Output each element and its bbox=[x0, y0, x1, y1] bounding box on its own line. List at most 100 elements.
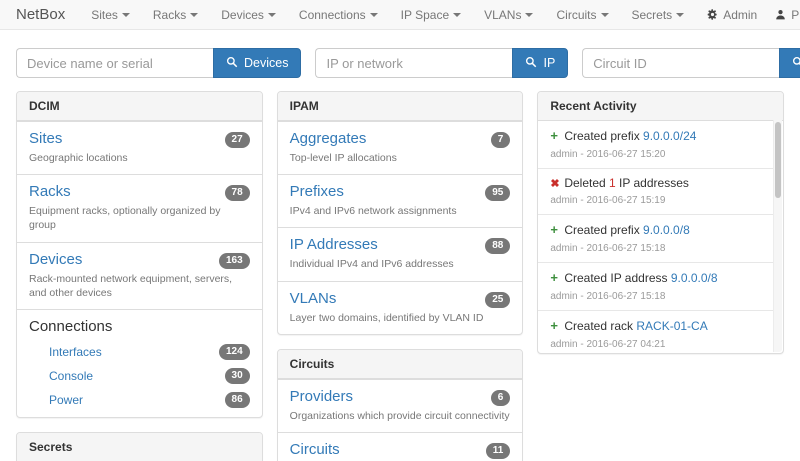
admin-label: Admin bbox=[723, 7, 758, 22]
device-search-input[interactable] bbox=[16, 48, 213, 78]
admin-link[interactable]: Admin bbox=[707, 8, 757, 22]
activity-list: + Created prefix 9.0.0.0/24 admin - 2016-… bbox=[538, 121, 773, 353]
list-item-devices[interactable]: 163 Devices Rack-mounted network equipme… bbox=[17, 241, 262, 309]
circuit-search-button[interactable]: Circuits bbox=[779, 48, 800, 78]
list-item-circuits[interactable]: 11 Circuits Communication links for Inte… bbox=[277, 431, 523, 461]
sites-description: Geographic locations bbox=[29, 152, 128, 164]
nav-connections[interactable]: Connections bbox=[299, 8, 378, 22]
plus-icon: + bbox=[550, 318, 558, 334]
devices-link[interactable]: Devices bbox=[29, 250, 83, 268]
nav-ip-space[interactable]: IP Space bbox=[400, 7, 462, 22]
activity-text: Created prefix bbox=[564, 223, 644, 238]
activity-meta: admin - 2016-06-27 15:20 bbox=[550, 148, 666, 160]
chevron-down-icon bbox=[525, 13, 534, 17]
device-search-group: Devices bbox=[16, 48, 302, 78]
vlans-count-badge: 25 bbox=[485, 291, 511, 308]
nav-vlans-label: VLANs bbox=[484, 7, 522, 22]
vlans-link[interactable]: VLANs bbox=[289, 289, 337, 307]
providers-link[interactable]: Providers bbox=[289, 387, 354, 405]
activity-text: Created prefix bbox=[564, 129, 644, 143]
activity-text: Created IP address bbox=[564, 271, 671, 286]
console-link[interactable]: Console bbox=[49, 368, 94, 383]
activity-scrollbar[interactable] bbox=[773, 120, 782, 352]
activity-link[interactable]: 9.0.0.0/8 bbox=[643, 223, 690, 238]
circuit-search-input[interactable] bbox=[582, 48, 780, 78]
list-item-ip-addresses[interactable]: 88 IP Addresses Individual IPv4 and IPv6… bbox=[277, 227, 523, 280]
list-item-prefixes[interactable]: 95 Prefixes IPv4 and IPv6 network assign… bbox=[277, 174, 523, 227]
nav-devices-label: Devices bbox=[221, 7, 264, 22]
ip-search-group: IP bbox=[315, 48, 569, 78]
devices-count-badge: 163 bbox=[218, 252, 250, 269]
nav-circuits[interactable]: Circuits bbox=[556, 8, 609, 22]
activity-meta: admin - 2016-06-27 15:19 bbox=[550, 195, 666, 207]
plus-icon: + bbox=[550, 222, 558, 238]
activity-item: + Created prefix 9.0.0.0/8 admin - 2016-0… bbox=[538, 214, 773, 262]
interfaces-link[interactable]: Interfaces bbox=[49, 344, 102, 359]
activity-link[interactable]: RACK-01-CA bbox=[636, 319, 708, 334]
ip-addresses-link[interactable]: IP Addresses bbox=[289, 236, 378, 254]
navbar: NetBox Sites Racks Devices Connections I… bbox=[0, 0, 800, 30]
list-item-aggregates[interactable]: 7 Aggregates Top-level IP allocations bbox=[277, 121, 523, 174]
nav-racks[interactable]: Racks bbox=[152, 7, 199, 22]
list-item-vlans[interactable]: 25 VLANs Layer two domains, identified b… bbox=[277, 280, 523, 334]
devices-description: Rack-mounted network equipment, servers,… bbox=[29, 272, 233, 299]
prefixes-description: IPv4 and IPv6 network assignments bbox=[289, 205, 457, 218]
panel-circuits-title: Circuits bbox=[277, 349, 523, 379]
list-item-providers[interactable]: 6 Providers Organizations which provide … bbox=[277, 378, 523, 432]
connections-power-row: Power 86 bbox=[29, 391, 250, 408]
search-icon bbox=[226, 56, 238, 71]
vlans-description: Layer two domains, identified by VLAN ID bbox=[289, 311, 484, 324]
list-item-racks[interactable]: 78 Racks Equipment racks, optionally org… bbox=[17, 174, 262, 241]
chevron-down-icon bbox=[369, 13, 378, 17]
panel-ipam: IPAM 7 Aggregates Top-level IP allocatio… bbox=[276, 91, 524, 335]
circuit-search-group: Circuits bbox=[582, 48, 800, 78]
search-icon bbox=[792, 56, 800, 71]
navbar-right: Admin Profile Log out bbox=[707, 8, 800, 22]
ip-search-button-label: IP bbox=[543, 56, 556, 70]
nav-ip-space-label: IP Space bbox=[400, 7, 450, 22]
profile-link[interactable]: Profile bbox=[775, 8, 800, 22]
column-ipam: IPAM 7 Aggregates Top-level IP allocatio… bbox=[276, 91, 524, 461]
aggregates-link[interactable]: Aggregates bbox=[289, 130, 367, 147]
nav-vlans[interactable]: VLANs bbox=[484, 7, 534, 22]
nav-connections-label: Connections bbox=[298, 7, 366, 22]
activity-text: Deleted bbox=[564, 175, 610, 190]
ip-search-button[interactable]: IP bbox=[512, 48, 569, 78]
scrollbar-thumb[interactable] bbox=[775, 122, 781, 198]
activity-item: + Created rack RACK-01-CA admin - 2016-06… bbox=[538, 310, 773, 353]
list-item-sites[interactable]: 27 Sites Geographic locations bbox=[17, 121, 262, 174]
sites-link[interactable]: Sites bbox=[29, 130, 63, 147]
connections-label: Connections bbox=[29, 317, 113, 335]
nav-racks-label: Racks bbox=[152, 7, 187, 22]
chevron-down-icon bbox=[190, 13, 199, 17]
nav-secrets[interactable]: Secrets bbox=[632, 8, 685, 22]
search-icon bbox=[525, 56, 537, 71]
ip-addresses-count-badge: 88 bbox=[485, 238, 511, 255]
panel-secrets: Secrets 0 Secrets Sensitive data (such a… bbox=[16, 431, 263, 461]
plus-icon: + bbox=[550, 270, 558, 286]
device-search-button[interactable]: Devices bbox=[213, 48, 302, 78]
nav-secrets-label: Secrets bbox=[631, 7, 673, 22]
panel-ipam-title: IPAM bbox=[277, 92, 523, 121]
power-link[interactable]: Power bbox=[49, 392, 84, 407]
chevron-down-icon bbox=[121, 13, 130, 17]
nav-sites[interactable]: Sites bbox=[91, 8, 130, 22]
user-icon bbox=[775, 9, 786, 20]
nav-devices[interactable]: Devices bbox=[221, 8, 276, 22]
racks-link[interactable]: Racks bbox=[29, 183, 71, 201]
racks-count-badge: 78 bbox=[224, 185, 250, 202]
circuits-count-badge: 11 bbox=[485, 442, 511, 459]
main-content: DCIM 27 Sites Geographic locations 78 Ra… bbox=[0, 91, 800, 461]
delete-icon: ✖ bbox=[550, 177, 560, 190]
prefixes-link[interactable]: Prefixes bbox=[289, 183, 344, 201]
ip-search-input[interactable] bbox=[315, 48, 513, 78]
circuits-link[interactable]: Circuits bbox=[289, 440, 340, 458]
sites-count-badge: 27 bbox=[224, 132, 250, 148]
activity-meta: admin - 2016-06-27 15:18 bbox=[550, 291, 666, 303]
activity-item: + Created prefix 9.0.0.0/24 admin - 2016-… bbox=[538, 121, 773, 168]
activity-link[interactable]: 9.0.0.0/8 bbox=[670, 271, 718, 286]
brand-netbox[interactable]: NetBox bbox=[16, 6, 66, 23]
profile-label: Profile bbox=[791, 7, 800, 22]
connections-console-row: Console 30 bbox=[29, 367, 250, 384]
activity-link[interactable]: 9.0.0.0/24 bbox=[643, 129, 697, 143]
